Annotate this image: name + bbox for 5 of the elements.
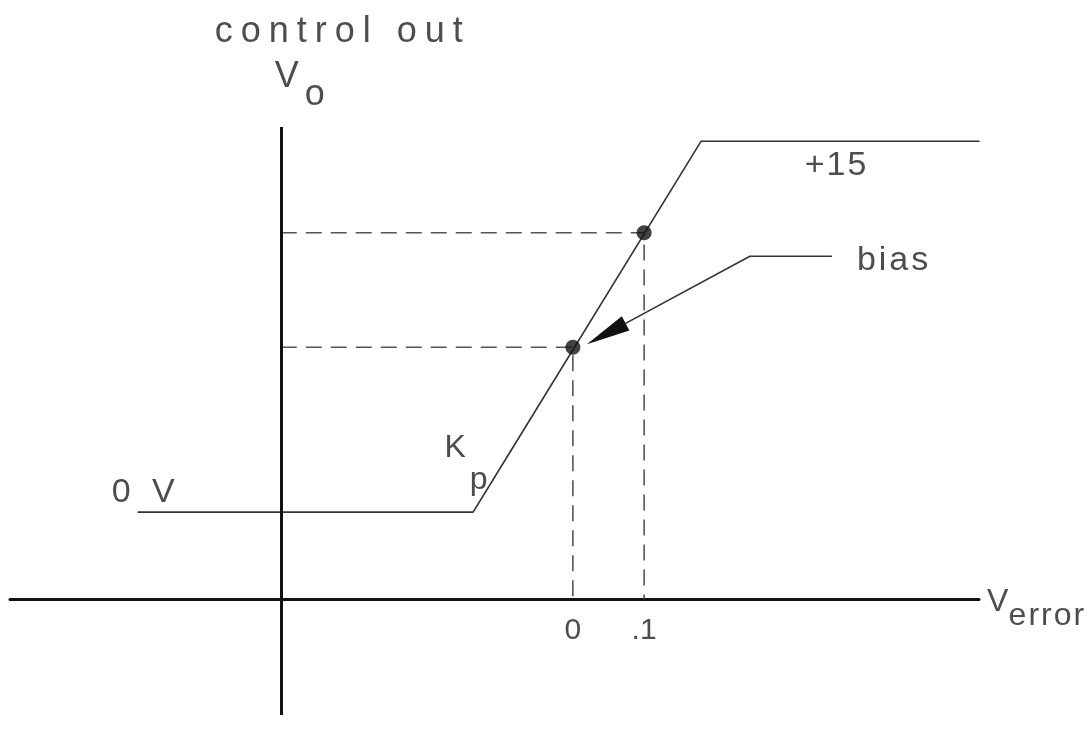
annotation: +15: [804, 144, 869, 183]
annotation: bias: [856, 239, 932, 278]
x-tick-label: 0: [564, 611, 582, 645]
annotation: 0 V: [111, 471, 181, 510]
x-tick-label: .1: [631, 611, 657, 645]
